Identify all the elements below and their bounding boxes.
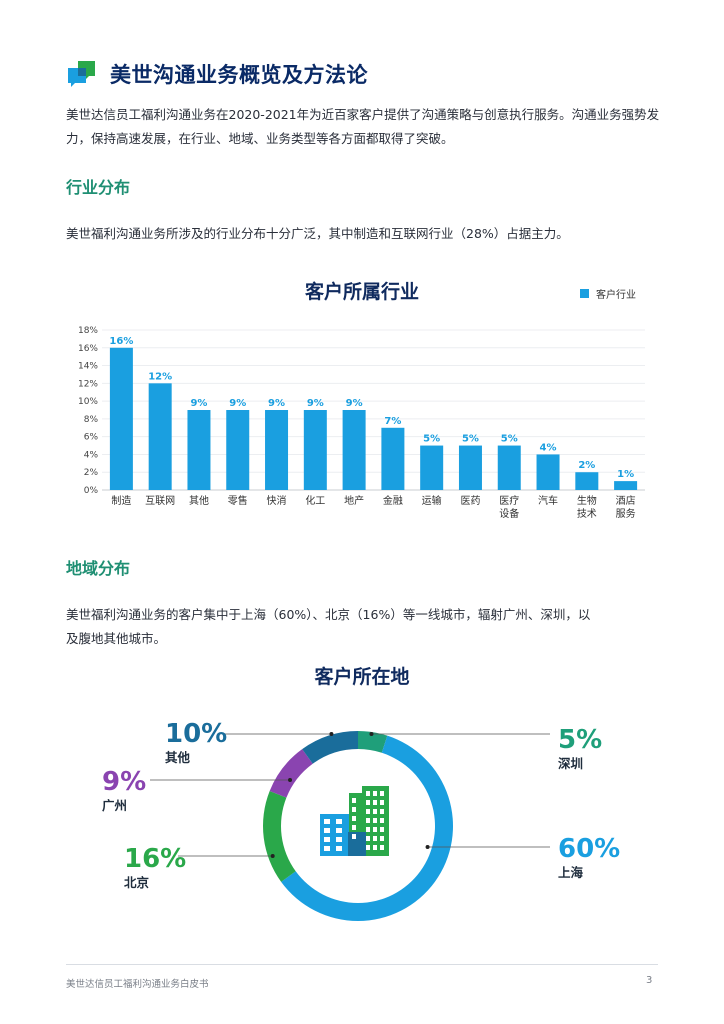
slice-percent-label: 60% bbox=[558, 834, 620, 864]
y-tick-label: 8% bbox=[84, 415, 99, 425]
y-tick-label: 16% bbox=[78, 344, 98, 354]
bar bbox=[109, 347, 133, 490]
building-icon bbox=[320, 786, 389, 856]
x-tick-label: 生物 bbox=[577, 494, 597, 507]
footer-text: 美世达信员工福利沟通业务白皮书 bbox=[66, 979, 209, 990]
slice-city-label: 北京 bbox=[124, 875, 150, 890]
x-tick-label: 服务 bbox=[616, 507, 636, 520]
bar bbox=[303, 410, 327, 490]
donut-chart-title: 客户所在地 bbox=[314, 666, 410, 688]
slice-percent-label: 16% bbox=[124, 844, 186, 874]
callout-dot bbox=[369, 732, 374, 736]
y-tick-label: 10% bbox=[78, 397, 98, 407]
bar-data-label: 5% bbox=[501, 434, 518, 445]
donut-slice bbox=[269, 749, 313, 798]
intro-paragraph: 美世达信员工福利沟通业务在2020-2021年为近百家客户提供了沟通策略与创意执… bbox=[66, 107, 660, 146]
slice-city-label: 广州 bbox=[102, 798, 127, 813]
slice-percent-label: 5% bbox=[558, 725, 602, 755]
bar-data-label: 12% bbox=[148, 371, 172, 382]
y-tick-label: 18% bbox=[78, 326, 98, 336]
callout-dot bbox=[288, 778, 293, 782]
bar-chart-legend: 客户行业 bbox=[580, 286, 636, 301]
donut-slice bbox=[358, 731, 388, 753]
bar-data-label: 9% bbox=[346, 398, 363, 409]
bar-data-label: 9% bbox=[307, 398, 324, 409]
y-tick-label: 14% bbox=[78, 362, 98, 372]
industry-heading: 行业分布 bbox=[66, 178, 131, 197]
region-description: 美世福利沟通业务的客户集中于上海（60%）、北京（16%）等一线城市，辐射广州、… bbox=[66, 607, 591, 646]
bar bbox=[536, 454, 560, 490]
bar-data-label: 1% bbox=[617, 469, 634, 480]
bar-data-label: 2% bbox=[578, 460, 595, 471]
x-tick-label: 地产 bbox=[344, 494, 364, 507]
slice-city-label: 其他 bbox=[165, 750, 191, 765]
bar-data-label: 4% bbox=[540, 442, 557, 453]
x-tick-label: 制造 bbox=[111, 494, 131, 507]
slice-city-label: 深圳 bbox=[558, 756, 583, 771]
y-tick-label: 0% bbox=[84, 486, 99, 496]
bar-data-label: 7% bbox=[384, 416, 401, 427]
bar bbox=[458, 445, 482, 490]
chat-bubbles-icon bbox=[68, 61, 95, 87]
x-tick-label: 零售 bbox=[228, 494, 248, 507]
callout-dot bbox=[270, 854, 275, 858]
y-tick-label: 2% bbox=[84, 468, 99, 478]
donut-slice bbox=[263, 791, 296, 882]
x-tick-label: 医疗 bbox=[499, 494, 519, 507]
page-header: 美世沟通业务概览及方法论 bbox=[66, 56, 368, 92]
x-tick-label: 医药 bbox=[460, 495, 480, 507]
page-title: 美世沟通业务概览及方法论 bbox=[110, 63, 368, 87]
callout-dot bbox=[329, 732, 334, 736]
x-tick-label: 设备 bbox=[499, 507, 519, 520]
bar bbox=[342, 410, 366, 490]
y-tick-label: 12% bbox=[78, 379, 98, 389]
bar bbox=[381, 427, 405, 490]
x-tick-label: 其他 bbox=[189, 494, 209, 507]
industry-description: 美世福利沟通业务所涉及的行业分布十分广泛，其中制造和互联网行业（28%）占据主力… bbox=[66, 226, 569, 241]
slice-city-label: 上海 bbox=[558, 865, 584, 880]
bar bbox=[148, 383, 172, 490]
y-tick-label: 6% bbox=[84, 433, 99, 443]
bar-data-label: 16% bbox=[109, 336, 133, 347]
location-donut-chart: 5%深圳 60%上海 16%北京 9%广州 10%其他 bbox=[102, 719, 620, 921]
bar-data-label: 9% bbox=[229, 398, 246, 409]
callout-dot bbox=[425, 845, 430, 849]
x-tick-label: 技术 bbox=[577, 507, 597, 520]
bar-data-label: 5% bbox=[423, 434, 440, 445]
bar bbox=[265, 410, 289, 490]
bar bbox=[614, 481, 638, 490]
bar bbox=[187, 410, 211, 490]
x-tick-label: 汽车 bbox=[538, 494, 558, 507]
region-heading: 地域分布 bbox=[66, 559, 131, 578]
legend-label: 客户行业 bbox=[596, 290, 636, 301]
industry-bar-chart: 0% 2% 4% 6% 8% 10% 12% 14% 16% 18% 16% 制造 12% 互联网 9% 其他… bbox=[78, 326, 645, 520]
page-number: 3 bbox=[646, 975, 653, 986]
x-tick-label: 金融 bbox=[383, 494, 403, 507]
x-tick-label: 互联网 bbox=[145, 495, 175, 507]
footer-divider bbox=[66, 964, 658, 965]
donut-slice bbox=[302, 731, 358, 764]
bar bbox=[575, 472, 599, 490]
x-tick-label: 化工 bbox=[305, 494, 325, 507]
bar-data-label: 9% bbox=[268, 398, 285, 409]
bar-chart-title: 客户所属行业 bbox=[304, 281, 419, 303]
bar bbox=[226, 410, 250, 490]
bar bbox=[420, 445, 444, 490]
slice-percent-label: 10% bbox=[165, 719, 227, 749]
bar bbox=[497, 445, 521, 490]
slice-percent-label: 9% bbox=[102, 767, 146, 797]
x-tick-label: 酒店 bbox=[616, 494, 636, 507]
y-tick-label: 4% bbox=[84, 450, 99, 460]
legend-swatch bbox=[580, 289, 589, 298]
x-tick-label: 快消 bbox=[267, 494, 287, 507]
x-tick-label: 运输 bbox=[422, 494, 442, 507]
bar-data-label: 5% bbox=[462, 434, 479, 445]
bar-data-label: 9% bbox=[190, 398, 207, 409]
